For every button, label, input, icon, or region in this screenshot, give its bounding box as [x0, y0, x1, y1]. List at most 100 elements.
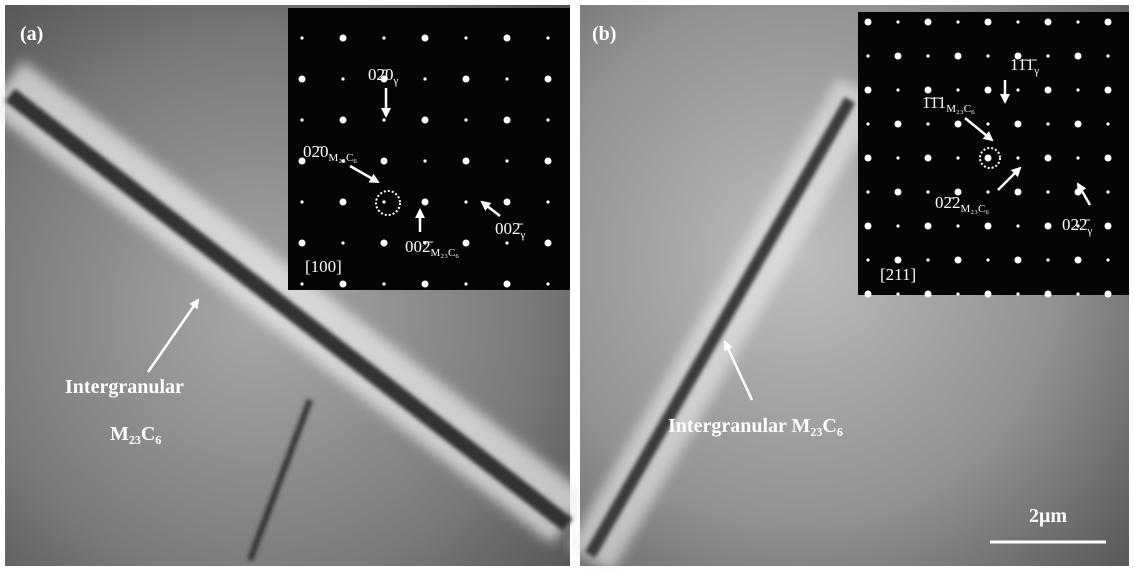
spot — [926, 122, 929, 125]
spot — [956, 224, 959, 227]
spot — [1016, 156, 1019, 159]
spot — [1016, 292, 1019, 295]
spot — [1045, 87, 1052, 94]
spot — [956, 292, 959, 295]
spot — [1106, 54, 1109, 57]
spot — [382, 118, 385, 121]
spot — [504, 281, 511, 288]
spot — [464, 36, 467, 39]
spot — [986, 258, 989, 261]
spot — [545, 76, 552, 83]
spot — [546, 36, 549, 39]
spot — [925, 19, 932, 26]
figure: (a) 02̄0γ 02̄0M₂₃C₆ 002̄M₂₃C₆ 002̄γ [100… — [0, 0, 1134, 571]
spot — [925, 291, 932, 298]
spot — [299, 76, 306, 83]
spot — [464, 282, 467, 285]
spot — [1075, 53, 1082, 60]
spot — [866, 190, 869, 193]
spot — [1075, 257, 1082, 264]
spot — [299, 240, 306, 247]
spot — [985, 155, 992, 162]
spot — [546, 118, 549, 121]
spot — [896, 88, 899, 91]
spot — [382, 200, 385, 203]
zone-axis: [211] — [880, 265, 916, 284]
spot — [956, 156, 959, 159]
spot — [1076, 156, 1079, 159]
spot — [865, 87, 872, 94]
spot — [422, 35, 429, 42]
spot — [956, 20, 959, 23]
spot — [895, 53, 902, 60]
spot — [341, 241, 344, 244]
spot — [925, 155, 932, 162]
spot — [1045, 291, 1052, 298]
spot — [505, 77, 508, 80]
spot — [1106, 190, 1109, 193]
spot — [340, 281, 347, 288]
spot — [985, 19, 992, 26]
spot — [866, 122, 869, 125]
spot — [1106, 122, 1109, 125]
spot — [865, 291, 872, 298]
spot — [463, 76, 470, 83]
spot — [1045, 19, 1052, 26]
spot — [382, 36, 385, 39]
spot — [504, 35, 511, 42]
spot — [1106, 258, 1109, 261]
spot — [895, 257, 902, 264]
panel-label: (a) — [20, 23, 43, 45]
spot — [1015, 189, 1022, 196]
spot — [464, 118, 467, 121]
spot — [382, 282, 385, 285]
annotation: Intergranular — [65, 376, 184, 398]
spot — [926, 190, 929, 193]
spot — [1015, 257, 1022, 264]
spot — [423, 77, 426, 80]
spot — [866, 258, 869, 261]
zone-axis: [100] — [305, 257, 342, 276]
spot — [896, 292, 899, 295]
spot — [985, 223, 992, 230]
spot — [986, 122, 989, 125]
panel-label: (b) — [592, 23, 616, 45]
spot — [985, 291, 992, 298]
spot — [1105, 19, 1112, 26]
spot — [956, 88, 959, 91]
spot — [1045, 155, 1052, 162]
annotation: Intergranular M₂₃C₆ — [668, 415, 843, 437]
spot — [896, 224, 899, 227]
spot — [381, 158, 388, 165]
spot — [1076, 20, 1079, 23]
spot — [1046, 258, 1049, 261]
spot — [895, 189, 902, 196]
spot — [546, 282, 549, 285]
spot — [1015, 121, 1022, 128]
spot — [340, 35, 347, 42]
spot — [300, 36, 303, 39]
spot — [422, 281, 429, 288]
spot — [926, 258, 929, 261]
spot — [1016, 88, 1019, 91]
spot — [300, 200, 303, 203]
spot — [546, 200, 549, 203]
spot — [1075, 121, 1082, 128]
spot — [381, 240, 388, 247]
scale-bar-label: 2μm — [1029, 505, 1067, 527]
spot — [1016, 224, 1019, 227]
spot — [865, 155, 872, 162]
spot — [1105, 291, 1112, 298]
spot — [955, 53, 962, 60]
spot — [926, 54, 929, 57]
spot — [925, 223, 932, 230]
spot — [545, 158, 552, 165]
spot — [341, 77, 344, 80]
spot — [1046, 190, 1049, 193]
spot — [300, 118, 303, 121]
spot — [422, 117, 429, 124]
spot — [1105, 223, 1112, 230]
spot — [985, 87, 992, 94]
spot — [955, 257, 962, 264]
spot — [340, 117, 347, 124]
